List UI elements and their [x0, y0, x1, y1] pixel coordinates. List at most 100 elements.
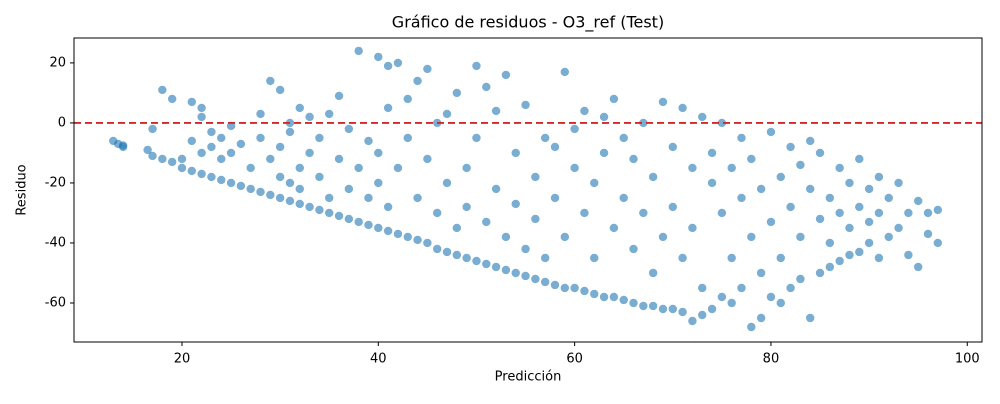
point — [197, 103, 206, 113]
x-tick-label: 80 — [763, 352, 780, 367]
point — [305, 202, 314, 212]
point — [874, 253, 884, 263]
point — [639, 301, 648, 311]
point — [747, 232, 756, 242]
point — [580, 286, 589, 296]
point — [207, 172, 216, 182]
point — [648, 172, 658, 182]
point — [884, 232, 893, 242]
point — [354, 217, 363, 227]
point — [413, 193, 422, 203]
point — [511, 268, 520, 278]
point — [923, 208, 933, 218]
x-tick-label: 60 — [566, 352, 583, 367]
point — [207, 142, 216, 152]
point — [707, 148, 717, 158]
point — [678, 103, 687, 113]
point — [737, 193, 746, 203]
point — [295, 184, 304, 194]
point — [609, 223, 619, 233]
point — [226, 148, 236, 158]
point — [482, 82, 491, 92]
point — [648, 301, 658, 311]
point — [256, 187, 265, 197]
point — [334, 211, 344, 221]
point — [521, 100, 530, 110]
point — [550, 193, 560, 203]
point — [835, 208, 844, 218]
point — [344, 184, 354, 194]
point — [580, 208, 589, 218]
point — [884, 193, 893, 203]
point — [364, 193, 373, 203]
point — [629, 154, 638, 164]
point — [776, 298, 785, 308]
point — [158, 154, 167, 164]
point — [354, 46, 363, 56]
point — [550, 142, 560, 152]
point — [698, 283, 707, 293]
point — [648, 268, 658, 278]
point — [462, 202, 471, 212]
point — [285, 196, 295, 206]
point — [167, 94, 177, 104]
point — [305, 112, 314, 122]
point — [864, 184, 874, 194]
point — [727, 163, 736, 173]
point — [285, 127, 295, 137]
point — [452, 223, 462, 233]
point — [845, 178, 854, 188]
point — [933, 238, 943, 248]
point — [148, 151, 157, 161]
point — [275, 85, 285, 95]
point — [599, 148, 609, 158]
point — [217, 154, 226, 164]
y-axis-label: Residuo — [15, 164, 30, 215]
point — [256, 109, 265, 119]
point — [776, 253, 785, 263]
point — [845, 250, 854, 260]
point — [266, 190, 275, 200]
point — [609, 292, 619, 302]
point — [629, 244, 638, 254]
point — [275, 193, 285, 203]
point — [590, 253, 599, 263]
point — [246, 184, 255, 194]
point — [560, 232, 570, 242]
point — [639, 118, 648, 128]
point — [158, 85, 167, 95]
point — [531, 274, 540, 284]
chart-title: Gráfico de residuos - O3_ref (Test) — [392, 13, 664, 33]
x-tick-label: 40 — [370, 352, 387, 367]
point — [472, 133, 481, 143]
point — [344, 124, 354, 134]
point — [590, 289, 599, 299]
point — [531, 172, 540, 182]
point — [845, 223, 854, 233]
x-tick-label: 20 — [174, 352, 191, 367]
point — [855, 247, 864, 257]
point — [550, 280, 560, 290]
point — [796, 274, 805, 284]
point — [698, 112, 707, 122]
point — [913, 262, 923, 272]
point — [540, 133, 550, 143]
point — [462, 163, 471, 173]
point — [629, 298, 638, 308]
point — [570, 163, 579, 173]
point — [678, 253, 687, 263]
point — [491, 262, 501, 272]
point — [590, 178, 599, 188]
point — [786, 142, 795, 152]
point — [197, 148, 206, 158]
point — [413, 76, 422, 86]
point — [668, 202, 677, 212]
point — [217, 175, 226, 185]
point — [815, 148, 825, 158]
point — [197, 112, 206, 122]
point — [707, 304, 717, 314]
point — [501, 70, 511, 80]
point — [374, 52, 383, 62]
point — [393, 163, 403, 173]
